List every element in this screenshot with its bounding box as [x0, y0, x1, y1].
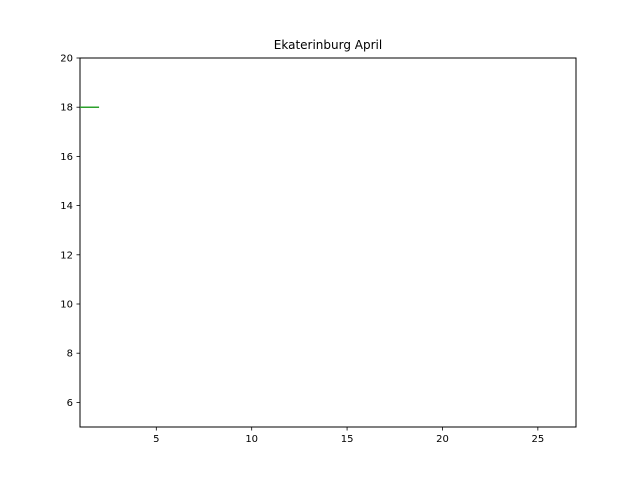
x-tick-label: 15 [341, 434, 354, 445]
x-tick-label: 10 [245, 434, 258, 445]
y-tick-label: 20 [60, 54, 73, 65]
x-tick-label: 5 [153, 434, 159, 445]
x-tick-label: 25 [531, 434, 544, 445]
y-tick-label: 16 [60, 152, 73, 163]
y-tick-label: 8 [67, 349, 73, 360]
y-tick-label: 12 [60, 250, 73, 261]
y-tick-label: 6 [67, 398, 73, 409]
chart-title: Ekaterinburg April [274, 38, 382, 52]
y-tick-label: 14 [60, 201, 73, 212]
x-axis: 5 10 15 20 25 [153, 427, 544, 445]
x-tick-label: 20 [436, 434, 449, 445]
y-axis: 6 8 10 12 14 16 18 20 [60, 54, 80, 409]
plot-area [79, 57, 577, 428]
y-tick-label: 10 [60, 300, 73, 311]
y-tick-label: 18 [60, 103, 73, 114]
